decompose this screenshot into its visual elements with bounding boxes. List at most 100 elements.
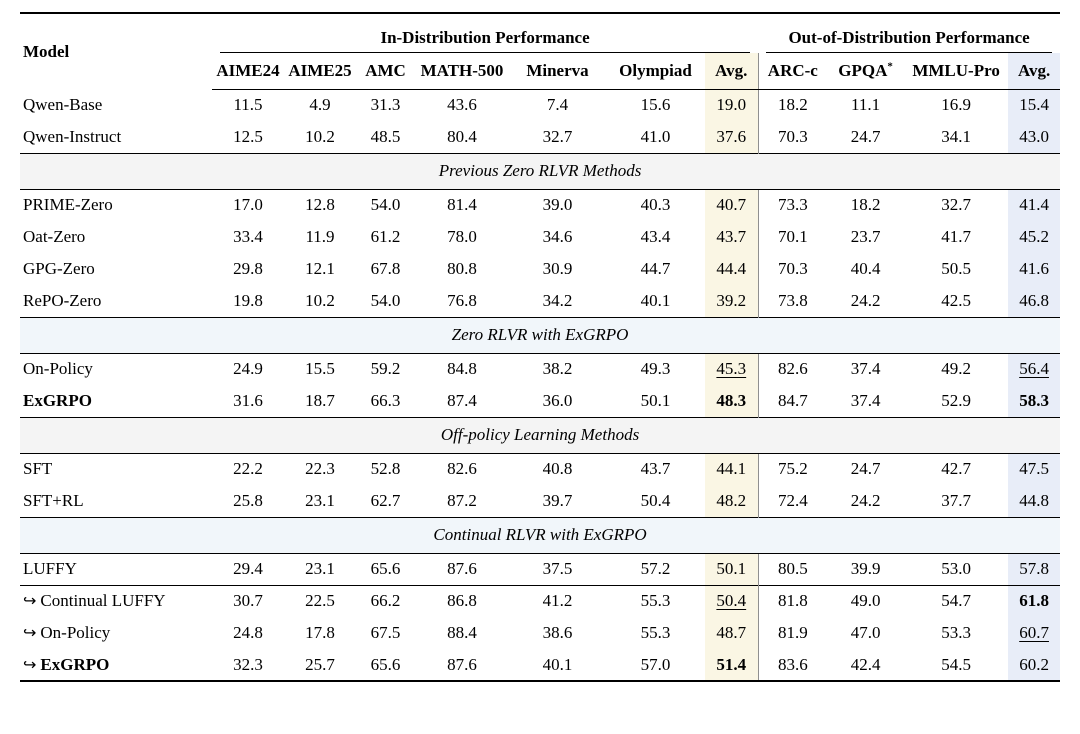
value-cell: 12.1 (284, 253, 356, 285)
model-cell: On-Policy (20, 353, 212, 385)
value-cell: 45.2 (1008, 221, 1061, 253)
value: 37.4 (850, 390, 881, 410)
value-cell: 50.5 (904, 253, 1008, 285)
value-cell: 10.2 (284, 285, 356, 317)
value-cell: 61.2 (356, 221, 415, 253)
model-name: ExGRPO (40, 654, 110, 674)
value: 73.8 (777, 290, 808, 310)
table-row: SFT 22.2 22.3 52.8 82.6 40.8 43.7 44.1 75.2 24.7 4… (20, 453, 1061, 485)
value: 40.3 (640, 195, 671, 215)
value-cell: 87.6 (415, 649, 509, 681)
column-header-label: Olympiad (619, 60, 692, 80)
value-cell: 81.8 (758, 584, 828, 617)
value: 41.6 (1019, 259, 1049, 278)
value-cell: 70.1 (758, 221, 827, 253)
value-cell: 19.0 (705, 89, 759, 121)
value: 23.1 (305, 490, 335, 510)
value: 41.4 (1019, 195, 1049, 215)
value: 80.5 (777, 559, 808, 578)
value-cell: 65.6 (356, 553, 415, 585)
value-cell: 87.6 (415, 553, 509, 585)
table-row: GPG-Zero 29.8 12.1 67.8 80.8 30.9 44.7 44.4 70.3… (20, 253, 1061, 285)
section-band-row: Continual RLVR with ExGRPO (20, 516, 1061, 554)
value: 41.7 (941, 227, 971, 246)
value: 33.4 (233, 227, 263, 246)
value-cell: 12.5 (212, 121, 284, 153)
value: 73.3 (777, 195, 808, 215)
section-band-row: Off-policy Learning Methods (20, 416, 1061, 454)
column-header: Avg. (1008, 53, 1061, 90)
value-cell: 42.7 (904, 453, 1008, 485)
results-table: Model In-Distribution Performance Out-of-D… (20, 12, 1061, 682)
model-name: Continual LUFFY (40, 591, 166, 611)
value: 37.5 (542, 559, 573, 578)
section-header-label: Off-policy Learning Methods (20, 416, 1061, 454)
value: 66.3 (370, 390, 401, 410)
value: 80.8 (447, 259, 477, 278)
value-cell: 59.2 (356, 353, 415, 385)
value: 24.7 (850, 126, 881, 146)
value: 30.7 (233, 591, 263, 611)
column-header-label: AIME24 (216, 60, 280, 80)
model-cell: ↪ ExGRPO (20, 649, 212, 681)
value: 65.6 (370, 559, 401, 578)
value: 12.5 (233, 126, 263, 146)
column-header-label: ARC-c (767, 60, 818, 80)
value: 32.7 (941, 195, 971, 215)
value-cell: 23.1 (284, 485, 356, 517)
value: 11.5 (233, 95, 263, 115)
model-cell: ExGRPO (20, 385, 212, 417)
value-cell: 37.4 (827, 385, 904, 417)
value-cell: 22.3 (284, 453, 356, 485)
table-row: LUFFY 29.4 23.1 65.6 87.6 37.5 57.2 50.1 80.5 39.… (20, 553, 1061, 585)
section-header-label: Zero RLVR with ExGRPO (20, 316, 1061, 354)
value-cell: 56.4 (1008, 353, 1061, 385)
value: 11.1 (851, 95, 881, 115)
column-header-label: Avg. (715, 60, 748, 80)
value-cell: 42.5 (904, 285, 1008, 317)
value: 29.8 (233, 259, 263, 278)
table-row: PRIME-Zero 17.0 12.8 54.0 81.4 39.0 40.3 40.7 73… (20, 189, 1061, 221)
model-name: Qwen-Instruct (23, 126, 122, 146)
value: 70.3 (777, 126, 808, 146)
value: 52.9 (941, 390, 971, 410)
value: 24.9 (233, 359, 263, 379)
value: 53.3 (941, 623, 971, 642)
value-cell: 41.0 (606, 121, 705, 153)
column-header: Minerva (509, 53, 606, 90)
value: 67.5 (370, 623, 401, 642)
value-cell: 51.4 (705, 649, 759, 681)
value-cell: 17.0 (212, 189, 284, 221)
value: 50.1 (716, 559, 747, 578)
value: 48.5 (370, 126, 401, 146)
value: 60.2 (1019, 654, 1049, 674)
value-cell: 24.9 (212, 353, 284, 385)
value-cell: 86.8 (415, 584, 509, 617)
value-cell: 67.5 (356, 617, 415, 649)
header-columns-row: AIME24 AIME25 AMC MATH-500 Minerva Olympiad Av… (20, 53, 1061, 90)
value: 48.2 (716, 490, 747, 510)
column-header: AIME25 (284, 53, 356, 90)
value-cell: 39.7 (509, 485, 606, 517)
value: 60.7 (1019, 623, 1049, 642)
value: 18.2 (777, 95, 808, 115)
value-cell: 58.3 (1008, 385, 1061, 417)
value: 34.1 (941, 126, 971, 146)
value-cell: 84.8 (415, 353, 509, 385)
value: 83.6 (777, 654, 808, 674)
value-cell: 54.7 (904, 584, 1009, 617)
value: 22.3 (305, 459, 335, 479)
value: 84.7 (777, 390, 808, 410)
value: 25.8 (233, 490, 263, 510)
value: 87.4 (447, 390, 477, 410)
hook-arrow-icon: ↪ (23, 654, 37, 674)
value: 88.4 (447, 623, 477, 642)
value: 10.2 (305, 290, 335, 310)
value-cell: 44.4 (705, 253, 759, 285)
value-cell: 24.8 (212, 617, 284, 649)
value-cell: 73.3 (758, 189, 827, 221)
value-cell: 30.7 (212, 584, 284, 617)
value-cell: 73.8 (758, 285, 827, 317)
value-cell: 41.6 (1008, 253, 1061, 285)
value-cell: 78.0 (415, 221, 509, 253)
